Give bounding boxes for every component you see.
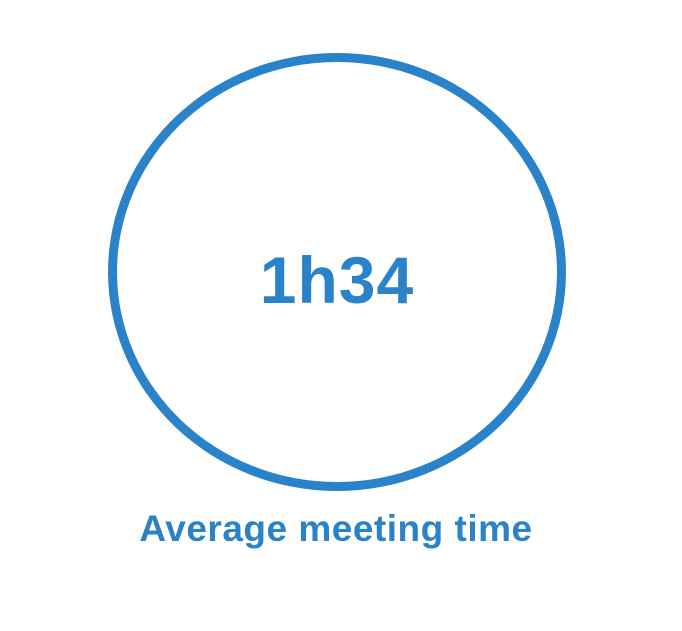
stat-label: Average meeting time: [0, 508, 672, 550]
stat-value: 1h34: [108, 53, 566, 491]
